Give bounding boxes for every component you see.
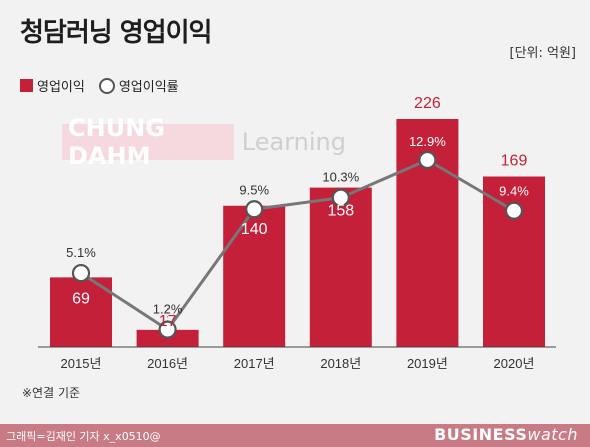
- margin-marker-2: [245, 200, 264, 219]
- x-tick-label-2: 2017년: [234, 356, 275, 371]
- bar-value-label-4: 226: [414, 95, 441, 112]
- chart-title: 청담러닝 영업이익: [20, 18, 212, 48]
- legend-line-marker: [98, 77, 115, 94]
- margin-line: [80, 158, 515, 332]
- chungdahm-logo-watermark: CHUNG DAHM Learning: [62, 114, 346, 170]
- bar-value-label-5: 169: [501, 153, 528, 170]
- unit-label: [단위: 억원]: [509, 46, 577, 61]
- x-tick-label-0: 2015년: [61, 356, 102, 371]
- footnote: ※연결 기준: [22, 386, 81, 400]
- brand-light: watch: [527, 425, 578, 444]
- bar-3: [309, 187, 372, 347]
- legend-line-label: 영업이익률: [118, 80, 179, 95]
- bar-value-label-1: 17: [159, 313, 177, 330]
- x-tick-label-5: 2020년: [494, 356, 535, 371]
- logo-sub: Learning: [241, 128, 346, 156]
- margin-label-3: 10.3%: [322, 170, 359, 185]
- margin-marker-1: [158, 320, 177, 339]
- x-tick-label-3: 2018년: [320, 356, 361, 371]
- footer-bar: 그래픽=김재인 기자 x_x0510@ BUSINESSwatch: [0, 424, 590, 447]
- margin-label-5: 9.4%: [499, 184, 529, 199]
- bar-0: [50, 277, 112, 347]
- bar-2: [223, 205, 286, 347]
- x-tick-label-4: 2019년: [407, 356, 448, 371]
- bar-value-label-3: 158: [327, 203, 354, 220]
- margin-marker-0: [71, 263, 91, 283]
- legend-bar-swatch: [20, 79, 33, 92]
- margin-label-1: 1.2%: [153, 302, 183, 317]
- margin-label-4: 12.9%: [409, 134, 446, 149]
- margin-marker-5: [504, 201, 524, 220]
- brand-logo: BUSINESSwatch: [434, 425, 578, 444]
- legend-bar-label: 영업이익: [37, 80, 85, 95]
- bar-value-label-0: 69: [72, 290, 90, 307]
- bar-value-label-2: 140: [241, 221, 268, 238]
- margin-label-2: 9.5%: [239, 182, 269, 197]
- footer-credit: 그래픽=김재인 기자 x_x0510@: [6, 430, 161, 443]
- margin-label-0: 5.1%: [66, 245, 96, 260]
- brand-bold: BUSINESS: [434, 425, 528, 444]
- legend: 영업이익 영업이익률: [20, 76, 179, 95]
- x-tick-label-1: 2016년: [147, 356, 188, 371]
- logo-main: CHUNG DAHM: [62, 114, 234, 170]
- margin-marker-4: [418, 150, 437, 170]
- margin-marker-3: [331, 188, 350, 207]
